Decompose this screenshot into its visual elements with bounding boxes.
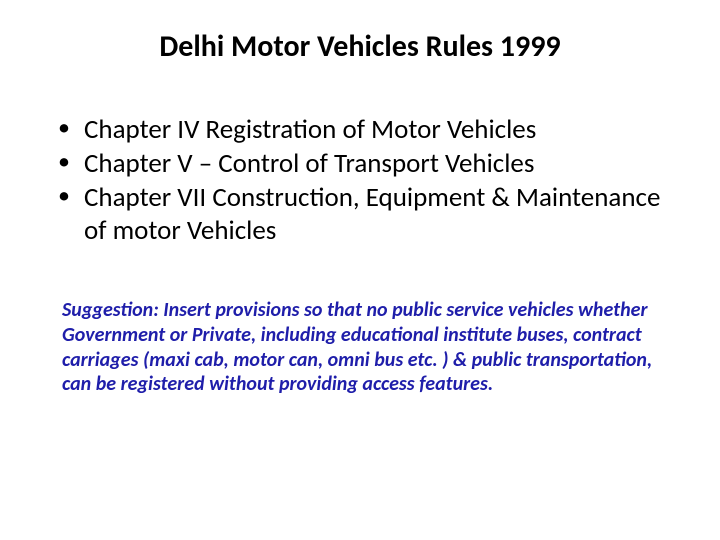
- page-title: Delhi Motor Vehicles Rules 1999: [40, 28, 680, 65]
- suggestion-text: Suggestion: Insert provisions so that no…: [40, 298, 680, 397]
- chapter-list: Chapter IV Registration of Motor Vehicle…: [40, 113, 680, 248]
- list-item: Chapter V – Control of Transport Vehicle…: [58, 147, 680, 181]
- list-item: Chapter IV Registration of Motor Vehicle…: [58, 113, 680, 147]
- list-item: Chapter VII Construction, Equipment & Ma…: [58, 181, 680, 249]
